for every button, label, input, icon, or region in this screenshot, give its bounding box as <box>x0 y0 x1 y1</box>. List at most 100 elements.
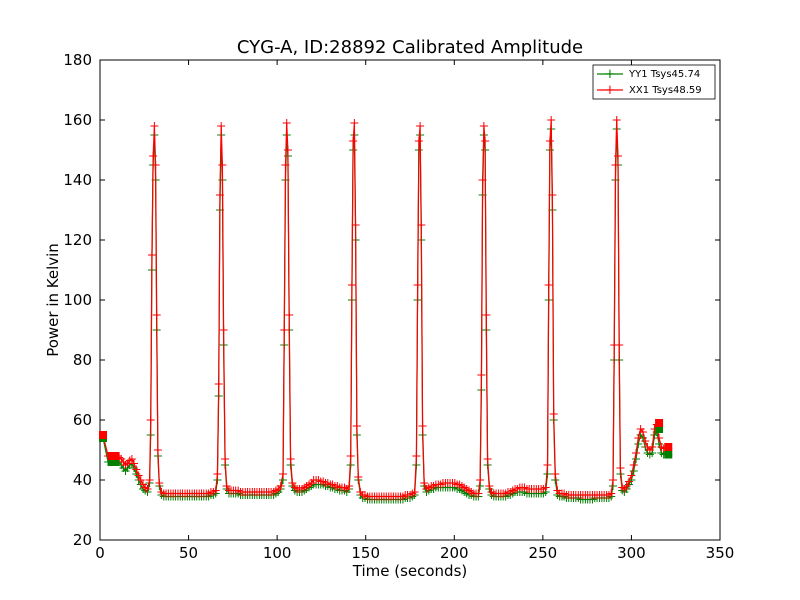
data-point <box>349 137 358 145</box>
x-tick-label: 200 <box>440 544 469 562</box>
data-point <box>629 461 638 469</box>
data-point <box>632 449 641 457</box>
legend-marker-xx1: + <box>605 83 616 98</box>
y-tick-label: 160 <box>63 111 92 129</box>
x-axis: 0 50 100 150 200 250 300 350 <box>95 60 734 562</box>
x-tick-label: 350 <box>706 544 735 562</box>
data-point <box>121 461 130 469</box>
data-point <box>217 122 226 130</box>
data-point <box>213 470 222 478</box>
y-tick-label: 60 <box>73 411 92 429</box>
data-point <box>145 476 154 484</box>
y-axis-label: Power in Kelvin <box>44 243 62 357</box>
square-marker <box>664 443 673 451</box>
data-point <box>283 146 292 154</box>
data-point <box>146 416 155 424</box>
square-marker <box>99 431 108 439</box>
data-point <box>418 422 427 430</box>
data-point <box>417 221 426 229</box>
square-marker <box>655 419 664 427</box>
data-point <box>627 471 636 480</box>
legend-marker-yy1: + <box>605 67 616 82</box>
data-point <box>350 119 359 127</box>
data-point <box>134 471 143 480</box>
data-point <box>485 482 494 490</box>
data-point <box>221 455 230 463</box>
data-point <box>607 489 616 498</box>
data-point <box>615 341 624 349</box>
data-point <box>548 191 557 199</box>
data-point <box>622 482 631 490</box>
data-point <box>482 311 491 319</box>
legend-frame <box>592 64 716 100</box>
data-point <box>609 476 618 484</box>
data-point <box>549 410 558 418</box>
data-point <box>282 119 291 127</box>
data-point <box>352 422 361 430</box>
series-layer <box>99 116 673 504</box>
data-point <box>278 470 287 478</box>
y-tick-label: 140 <box>63 171 92 189</box>
data-point <box>474 489 483 498</box>
data-point <box>478 176 487 184</box>
data-point <box>412 452 421 460</box>
data-point <box>125 456 134 465</box>
data-point <box>285 311 294 319</box>
data-point <box>130 459 139 468</box>
data-point <box>543 461 552 469</box>
legend-label-xx1: XX1 Tsys48.59 <box>629 85 702 96</box>
data-point <box>280 326 289 334</box>
data-point <box>345 482 354 490</box>
data-point <box>149 152 158 160</box>
data-point <box>648 443 657 451</box>
data-point <box>147 251 156 259</box>
data-point <box>211 486 220 495</box>
data-point <box>483 455 492 463</box>
x-tick-label: 50 <box>179 544 198 562</box>
data-point <box>547 116 556 124</box>
data-point <box>127 455 136 463</box>
y-axis: 20 40 60 80 100 120 140 160 180 <box>63 51 720 549</box>
square-marker <box>655 425 664 433</box>
data-point <box>215 191 224 199</box>
data-point <box>611 161 620 169</box>
x-tick-label: 150 <box>351 544 380 562</box>
data-point <box>616 464 625 472</box>
data-point <box>414 137 423 145</box>
square-marker <box>107 452 116 460</box>
data-point <box>613 152 622 160</box>
data-point <box>143 485 152 493</box>
data-point <box>410 488 419 496</box>
data-point <box>624 477 633 486</box>
data-point <box>479 122 488 130</box>
x-tick-label: 300 <box>617 544 646 562</box>
legend: + YY1 Tsys45.74 + XX1 Tsys48.59 <box>592 64 716 100</box>
y-tick-label: 80 <box>73 351 92 369</box>
data-point <box>155 479 164 487</box>
data-point <box>151 161 160 169</box>
data-point <box>641 437 650 445</box>
data-point <box>638 428 647 436</box>
data-point <box>655 434 664 442</box>
data-point <box>276 482 285 490</box>
data-point <box>416 122 425 130</box>
y-tick-label: 40 <box>73 471 92 489</box>
x-tick-label: 250 <box>529 544 558 562</box>
data-point <box>346 452 355 460</box>
data-point <box>420 479 429 487</box>
legend-label-yy1: YY1 Tsys45.74 <box>628 69 700 80</box>
x-axis-label: Time (seconds) <box>352 562 468 580</box>
data-point <box>551 470 560 478</box>
data-point <box>477 371 486 379</box>
x-tick-label: 100 <box>263 544 292 562</box>
square-marker <box>111 452 120 460</box>
plot-frame <box>99 59 721 541</box>
x-tick-label: 0 <box>95 544 105 562</box>
plot-area <box>99 59 721 541</box>
data-point <box>288 479 297 487</box>
data-point <box>214 380 223 388</box>
data-point <box>476 476 485 484</box>
chart-title: CYG-A, ID:28892 Calibrated Amplitude <box>237 37 583 58</box>
data-point <box>618 483 627 492</box>
